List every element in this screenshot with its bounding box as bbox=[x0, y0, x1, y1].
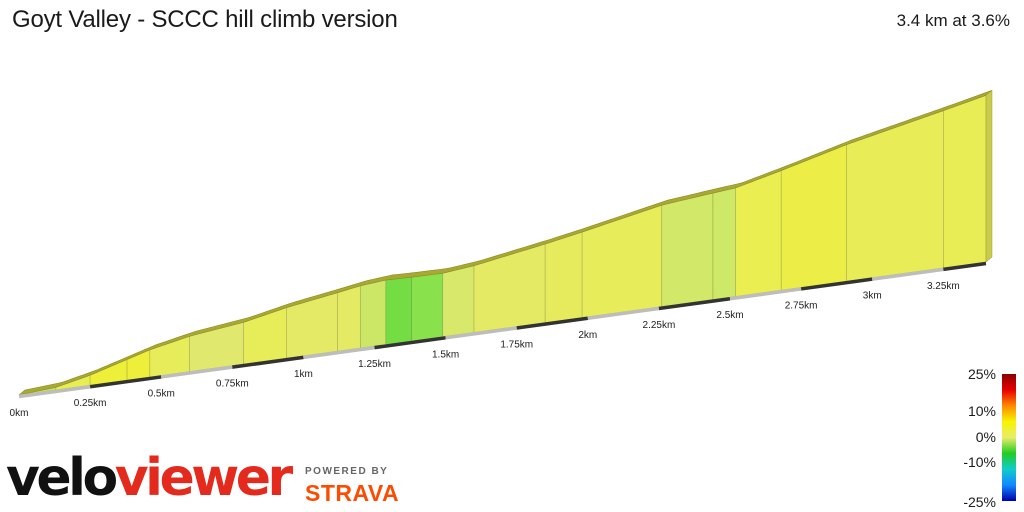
distance-band bbox=[587, 306, 660, 320]
gradient-segment bbox=[581, 204, 663, 318]
powered-by-label: POWERED BY bbox=[305, 466, 389, 477]
gradient-scale-bar-fill bbox=[1002, 374, 1016, 501]
distance-band bbox=[871, 267, 944, 281]
x-tick-label: 1.5km bbox=[432, 349, 459, 360]
x-tick-label: 1km bbox=[294, 369, 313, 380]
gradient-segment bbox=[442, 265, 475, 338]
gradient-segment bbox=[359, 279, 387, 349]
x-tick-label: 0.75km bbox=[216, 379, 249, 390]
x-tick-label: 2.5km bbox=[716, 310, 743, 321]
distance-band bbox=[516, 316, 589, 330]
distance-band bbox=[943, 261, 987, 272]
distance-band bbox=[18, 384, 91, 399]
gradient-segment bbox=[943, 94, 987, 269]
logo-text-velo: velo bbox=[6, 448, 118, 508]
x-tick-label: 2.25km bbox=[643, 320, 676, 331]
distance-band bbox=[800, 277, 873, 291]
gradient-segment bbox=[712, 187, 737, 300]
gradient-segment bbox=[735, 170, 782, 297]
x-tick-label: 2km bbox=[578, 330, 597, 341]
x-tick-label: 3.25km bbox=[927, 281, 960, 292]
distance-band bbox=[232, 355, 304, 369]
gradient-segment bbox=[473, 243, 546, 333]
x-tick-label: 0.5km bbox=[148, 388, 175, 399]
profile-end-cap bbox=[985, 89, 993, 263]
climb-summary: 3.4 km at 3.6% bbox=[896, 11, 1010, 30]
veloviewer-logo: veloviewer bbox=[6, 448, 293, 508]
strava-logo: STRAVA bbox=[305, 480, 400, 506]
gradient-segment bbox=[189, 321, 244, 372]
x-tick-label: 1.25km bbox=[358, 359, 391, 370]
x-tick-label: 0.25km bbox=[74, 398, 107, 409]
x-tick-label: 0km bbox=[10, 408, 29, 419]
gradient-segment bbox=[243, 307, 287, 365]
chart-title: Goyt Valley - SCCC hill climb version bbox=[12, 6, 398, 33]
profile-top-surface bbox=[18, 89, 993, 396]
distance-band bbox=[445, 326, 517, 340]
x-tick-label: 2.75km bbox=[785, 300, 818, 311]
gradient-segment bbox=[411, 272, 444, 342]
gradient-segment bbox=[544, 231, 583, 323]
distance-band bbox=[658, 296, 731, 311]
gradient-segments bbox=[18, 94, 987, 396]
distance-band bbox=[303, 345, 375, 360]
gradient-segment bbox=[846, 110, 944, 282]
x-tick-label: 3km bbox=[863, 291, 882, 302]
gradient-segment bbox=[385, 276, 412, 345]
distance-band bbox=[89, 375, 162, 389]
distance-band bbox=[160, 365, 233, 379]
gradient-segment bbox=[337, 285, 361, 352]
x-tick-label: 1.75km bbox=[500, 340, 533, 351]
gradient-scale-bar bbox=[1002, 374, 1016, 501]
logo-text-viewer: viewer bbox=[114, 448, 293, 508]
distance-band bbox=[374, 336, 446, 350]
gradient-segment bbox=[661, 192, 714, 307]
distance-axis: 0km 0.25km 0.5km 0.75km 1km 1.25km 1.5km 1.75km… bbox=[10, 261, 987, 419]
distance-band bbox=[729, 287, 802, 301]
